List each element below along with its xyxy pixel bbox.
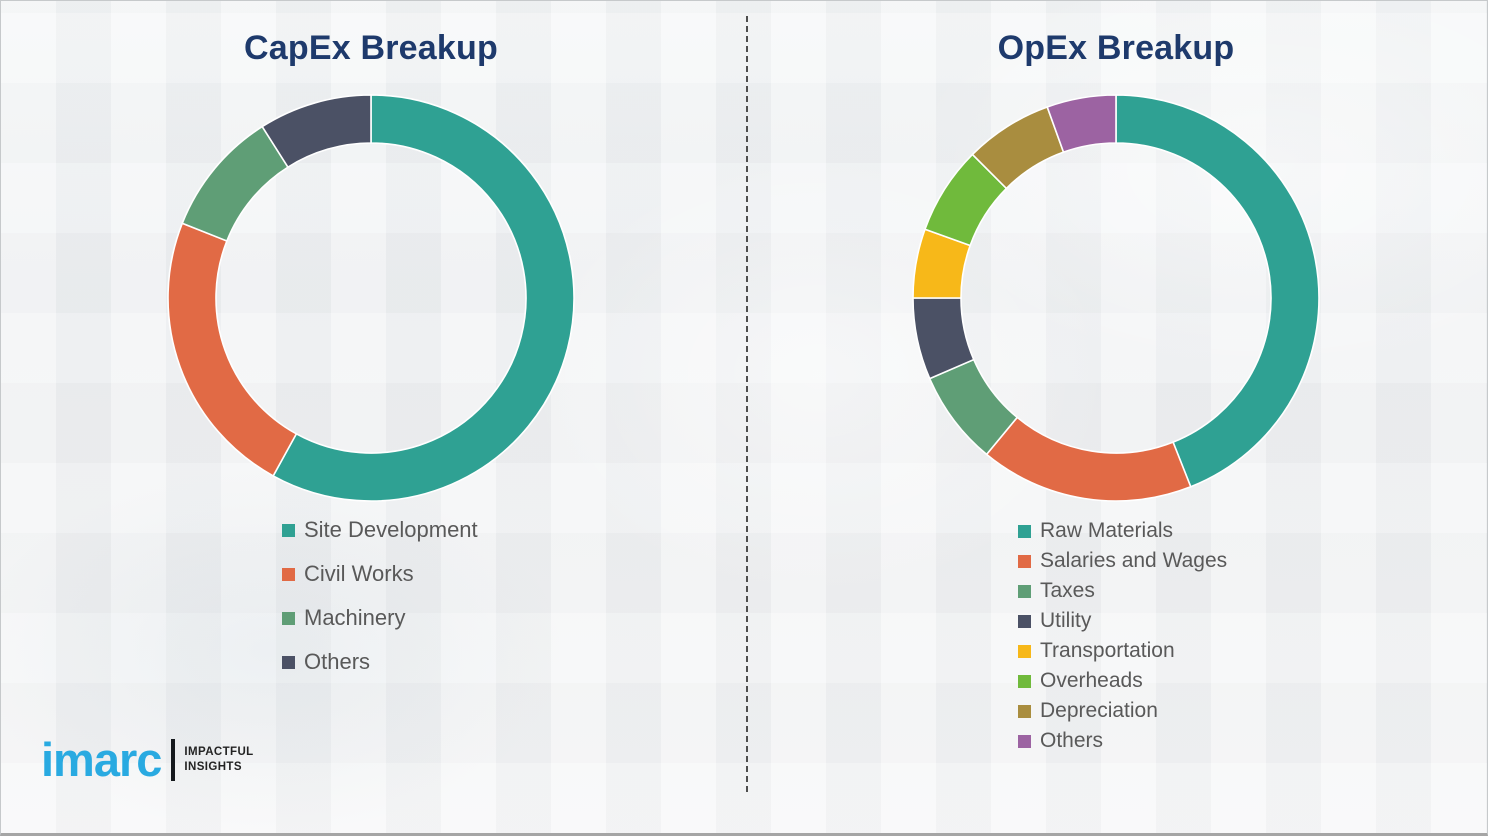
capex-donut-chart xyxy=(161,88,581,508)
logo-tagline-line2: INSIGHTS xyxy=(184,760,242,773)
legend-item-salaries-and-wages: Salaries and Wages xyxy=(1018,546,1227,576)
legend-label: Civil Works xyxy=(304,561,414,586)
donut-segment-site-development xyxy=(272,94,575,502)
donut-segment-others xyxy=(1046,94,1117,154)
legend-swatch xyxy=(1018,704,1031,718)
legend-item-overheads: Overheads xyxy=(1018,666,1227,696)
logo-tagline: IMPACTFUL INSIGHTS xyxy=(184,745,253,774)
donut-segment-salaries-and-wages xyxy=(985,416,1192,502)
capex-legend: Site Development Civil Works Machinery Othe… xyxy=(282,508,478,684)
imarc-logo: imarc IMPACTFUL INSIGHTS xyxy=(41,736,254,783)
legend-swatch xyxy=(282,523,295,537)
legend-item-site-development: Site Development xyxy=(282,508,478,552)
legend-label: Transportation xyxy=(1040,639,1175,662)
legend-swatch xyxy=(1018,734,1031,748)
capex-title: CapEx Breakup xyxy=(244,29,498,67)
legend-item-machinery: Machinery xyxy=(282,596,478,640)
legend-item-transportation: Transportation xyxy=(1018,636,1227,666)
legend-item-utility: Utility xyxy=(1018,606,1227,636)
legend-item-civil-works: Civil Works xyxy=(282,552,478,596)
legend-label: Raw Materials xyxy=(1040,519,1174,542)
legend-swatch xyxy=(282,655,295,669)
legend-swatch xyxy=(282,567,295,581)
legend-label: Site Development xyxy=(304,517,478,542)
legend-item-depreciation: Depreciation xyxy=(1018,696,1227,726)
legend-label: Salaries and Wages xyxy=(1040,549,1228,572)
legend-label: Depreciation xyxy=(1040,699,1158,722)
legend-label: Overheads xyxy=(1040,669,1143,692)
opex-legend: Raw Materials Salaries and Wages Taxes Util… xyxy=(1018,516,1227,756)
legend-swatch xyxy=(1018,584,1031,598)
legend-swatch xyxy=(1018,674,1031,688)
legend-label: Taxes xyxy=(1040,579,1095,602)
legend-item-taxes: Taxes xyxy=(1018,576,1227,606)
logo-tagline-line1: IMPACTFUL xyxy=(184,746,254,759)
legend-swatch xyxy=(1018,554,1031,568)
opex-donut-chart xyxy=(906,88,1326,508)
legend-item-others: Others xyxy=(282,640,478,684)
divider-dashed-line xyxy=(746,16,748,792)
legend-label: Machinery xyxy=(304,605,406,630)
legend-swatch xyxy=(1018,524,1031,538)
donut-segment-raw-materials xyxy=(1115,94,1320,488)
legend-item-others: Others xyxy=(1018,726,1227,756)
legend-label: Utility xyxy=(1040,609,1092,632)
donut-segment-others xyxy=(261,94,372,169)
legend-swatch xyxy=(1018,644,1031,658)
legend-label: Others xyxy=(1040,729,1104,752)
donut-segment-civil-works xyxy=(167,222,298,477)
legend-swatch xyxy=(1018,614,1031,628)
imarc-logo-wordmark: imarc xyxy=(41,733,162,786)
donut-segment-machinery xyxy=(181,125,290,242)
legend-label: Others xyxy=(304,649,371,674)
opex-title: OpEx Breakup xyxy=(997,29,1235,67)
legend-item-raw-materials: Raw Materials xyxy=(1018,516,1227,546)
legend-swatch xyxy=(282,611,295,625)
logo-separator-bar xyxy=(171,738,176,781)
